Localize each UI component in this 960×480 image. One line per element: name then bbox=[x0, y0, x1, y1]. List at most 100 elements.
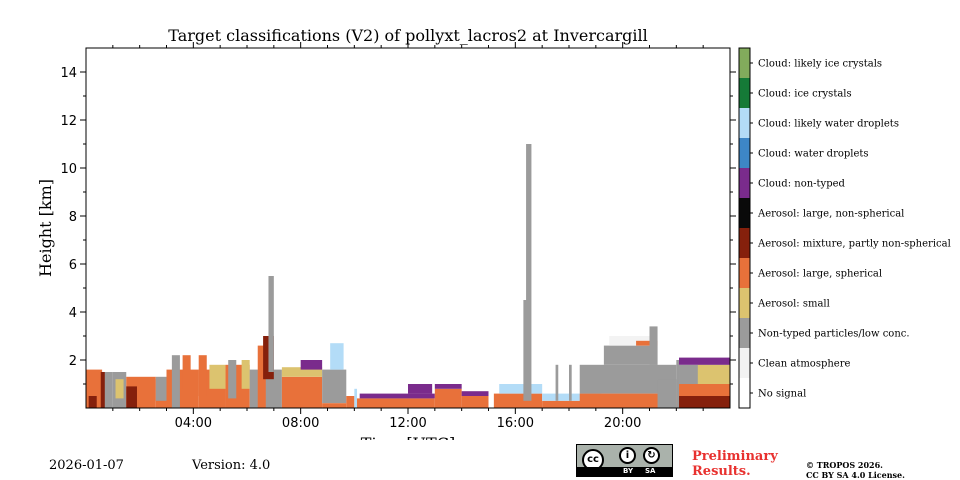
colorbar-label: Aerosol: large, non-spherical bbox=[757, 209, 904, 220]
colorbar-segment bbox=[739, 138, 750, 168]
date-label: 2026-01-07 bbox=[49, 458, 124, 473]
sa-label: SA bbox=[645, 467, 656, 475]
colorbar-frame bbox=[738, 47, 751, 409]
data-cell bbox=[679, 396, 730, 408]
colorbar-label: Non-typed particles/low conc. bbox=[758, 329, 910, 340]
x-tick-label: 08:00 bbox=[282, 416, 319, 431]
colorbar-segment bbox=[739, 348, 750, 378]
data-cell bbox=[346, 396, 355, 408]
data-cell bbox=[359, 393, 435, 399]
colorbar-segment bbox=[739, 258, 750, 288]
data-cell bbox=[679, 384, 730, 396]
version-label: Version: 4.0 bbox=[192, 458, 271, 473]
results-line: Results. bbox=[692, 464, 751, 479]
data-cell bbox=[281, 367, 323, 377]
x-tick-label: 12:00 bbox=[389, 416, 426, 431]
data-cell bbox=[300, 360, 323, 370]
colorbar-label: Cloud: water droplets bbox=[758, 149, 869, 160]
data-cell bbox=[649, 326, 658, 365]
data-cell bbox=[542, 400, 602, 408]
colorbar-label: Cloud: likely ice crystals bbox=[758, 59, 882, 70]
data-cell bbox=[657, 379, 677, 408]
data-cell bbox=[357, 398, 435, 408]
colorbar-label: Cloud: ice crystals bbox=[758, 89, 852, 100]
classification-chart: Target classifications (V2) of pollyxt_l… bbox=[36, 26, 951, 440]
data-cell bbox=[281, 376, 323, 408]
data-cell bbox=[636, 340, 658, 346]
colorbar-label: Aerosol: small bbox=[757, 299, 830, 310]
data-cell bbox=[115, 379, 124, 399]
colorbar-segment bbox=[739, 318, 750, 348]
colorbar-segment bbox=[739, 78, 750, 108]
colorbar-segment bbox=[739, 198, 750, 228]
y-tick-label: 2 bbox=[69, 354, 77, 369]
data-cell bbox=[461, 391, 489, 396]
colorbar-segment bbox=[739, 108, 750, 138]
colorbar-segment bbox=[739, 48, 750, 78]
y-tick-label: 10 bbox=[60, 162, 77, 177]
data-cell bbox=[603, 345, 658, 365]
chart-title: Target classifications (V2) of pollyxt_l… bbox=[168, 26, 647, 45]
colorbar-label: No signal bbox=[758, 389, 806, 400]
data-cell bbox=[330, 343, 344, 370]
data-cell bbox=[526, 144, 532, 300]
data-cell bbox=[268, 276, 274, 372]
data-cell bbox=[579, 393, 677, 408]
data-cell bbox=[676, 360, 680, 408]
data-cell bbox=[679, 357, 730, 365]
data-cell bbox=[523, 300, 532, 401]
person-icon: i bbox=[619, 447, 636, 464]
x-tick-label: 04:00 bbox=[175, 416, 212, 431]
y-tick-label: 6 bbox=[69, 258, 77, 273]
data-cell bbox=[126, 386, 137, 408]
data-cell bbox=[257, 345, 266, 408]
data-cell bbox=[182, 355, 191, 389]
data-cell bbox=[569, 364, 572, 401]
cc-by-sa-license-icon: cc i ↻ BY SA bbox=[576, 444, 673, 477]
colorbar-label: Aerosol: mixture, partly non-spherical bbox=[757, 239, 951, 250]
data-cell bbox=[228, 360, 237, 399]
colorbar-label: Cloud: non-typed bbox=[758, 179, 846, 190]
preliminary-results-note: Preliminary Results. bbox=[692, 449, 778, 479]
y-tick-label: 12 bbox=[60, 114, 77, 129]
copyright-note: © TROPOS 2026. CC BY SA 4.0 License. bbox=[806, 460, 905, 480]
colorbar-label: Cloud: likely water droplets bbox=[758, 119, 899, 130]
data-cell bbox=[434, 384, 462, 389]
data-cell bbox=[209, 364, 226, 389]
data-cell bbox=[155, 376, 167, 401]
data-cell bbox=[322, 369, 347, 404]
colorbar-label: Clean atmosphere bbox=[758, 359, 851, 370]
cc-icon: cc bbox=[582, 449, 604, 471]
data-cell bbox=[100, 372, 105, 408]
data-cell bbox=[171, 355, 180, 408]
y-tick-label: 4 bbox=[69, 306, 77, 321]
data-cell bbox=[102, 372, 113, 408]
data-cell bbox=[461, 396, 489, 408]
y-tick-label: 14 bbox=[60, 66, 77, 81]
colorbar-label: Aerosol: large, spherical bbox=[757, 269, 882, 280]
data-cell bbox=[434, 388, 462, 408]
x-tick-label: 20:00 bbox=[604, 416, 641, 431]
data-cell bbox=[609, 336, 650, 346]
data-cell bbox=[241, 360, 250, 389]
y-tick-label: 8 bbox=[69, 210, 77, 225]
data-cell bbox=[198, 355, 207, 396]
colorbar-segment bbox=[739, 168, 750, 198]
data-cell bbox=[697, 364, 730, 384]
x-tick-label: 16:00 bbox=[497, 416, 534, 431]
copyright-line: © TROPOS 2026. bbox=[806, 460, 883, 470]
colorbar-segment bbox=[739, 228, 750, 258]
data-cell bbox=[322, 403, 347, 408]
license-line: CC BY SA 4.0 License. bbox=[806, 470, 905, 480]
colorbar-segment bbox=[739, 378, 750, 408]
share-alike-icon: ↻ bbox=[643, 447, 660, 464]
data-cell bbox=[354, 388, 358, 408]
preliminary-line: Preliminary bbox=[692, 449, 778, 464]
data-cell bbox=[88, 396, 97, 408]
data-cell bbox=[493, 393, 543, 408]
by-label: BY bbox=[623, 467, 634, 475]
y-axis-label: Height [km] bbox=[36, 179, 55, 277]
data-cell bbox=[555, 364, 559, 401]
data-cell bbox=[499, 384, 543, 394]
data-cell bbox=[408, 384, 433, 394]
